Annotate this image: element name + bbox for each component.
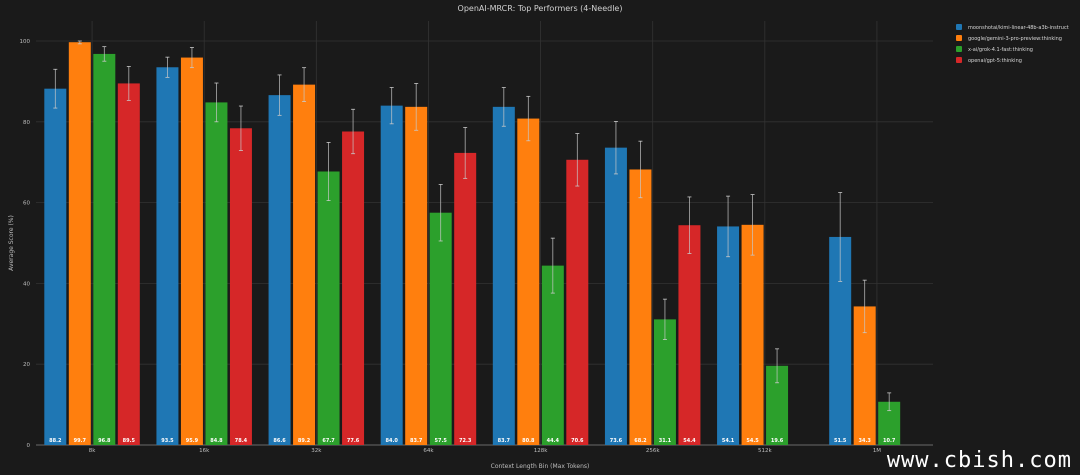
y-tick-label: 60 xyxy=(23,201,30,207)
bar-data-label: 96.8 xyxy=(98,438,111,444)
bar[interactable] xyxy=(878,401,901,445)
bar[interactable] xyxy=(405,106,428,446)
bar-data-label: 57.5 xyxy=(435,438,448,444)
bar[interactable] xyxy=(678,225,701,445)
x-tick-label: 16k xyxy=(199,448,210,454)
legend-swatch xyxy=(956,46,962,52)
bar-data-label: 89.5 xyxy=(123,438,136,444)
bar[interactable] xyxy=(454,152,477,445)
bar[interactable] xyxy=(380,105,403,445)
legend-label: x-ai/grok-4.1-fast:thinking xyxy=(968,47,1033,53)
legend-label: openai/gpt-5:thinking xyxy=(968,58,1022,64)
bar[interactable] xyxy=(44,88,67,445)
bar-data-label: 83.7 xyxy=(410,438,423,444)
legend-swatch xyxy=(956,57,962,63)
legend-item[interactable]: x-ai/grok-4.1-fast:thinking xyxy=(956,46,1033,53)
bar-data-label: 72.3 xyxy=(459,438,472,444)
bar[interactable] xyxy=(741,224,764,445)
y-tick-label: 100 xyxy=(20,39,31,45)
bar[interactable] xyxy=(766,365,789,445)
bar[interactable] xyxy=(653,319,676,445)
bar[interactable] xyxy=(429,212,452,445)
legend-swatch xyxy=(956,24,962,30)
bar[interactable] xyxy=(180,57,203,446)
bar-data-label: 86.6 xyxy=(273,438,286,444)
bar[interactable] xyxy=(93,53,116,445)
bar-data-label: 68.2 xyxy=(634,438,647,444)
legend[interactable]: moonshotai/kimi-linear-48b-a3b-instruct g… xyxy=(956,24,1069,64)
bar[interactable] xyxy=(205,102,228,446)
y-tick-label: 0 xyxy=(27,443,31,449)
bar-data-label: 54.1 xyxy=(722,438,735,444)
bar[interactable] xyxy=(117,83,140,446)
bar[interactable] xyxy=(829,236,852,445)
bar[interactable] xyxy=(268,95,291,446)
bar[interactable] xyxy=(717,226,740,445)
bar[interactable] xyxy=(517,118,540,446)
bar-data-label: 88.2 xyxy=(49,438,62,444)
bar-data-label: 95.9 xyxy=(186,438,199,444)
legend-item[interactable]: moonshotai/kimi-linear-48b-a3b-instruct xyxy=(956,24,1069,31)
bar[interactable] xyxy=(68,42,91,445)
x-tick-label: 64k xyxy=(423,448,434,454)
legend-label: google/gemini-3-pro-preview:thinking xyxy=(968,36,1062,42)
x-tick-label: 256k xyxy=(646,448,660,454)
watermark: www.cbish.com xyxy=(886,448,1072,473)
bar[interactable] xyxy=(853,306,876,445)
x-tick-label: 512k xyxy=(758,448,772,454)
legend-item[interactable]: google/gemini-3-pro-preview:thinking xyxy=(956,35,1062,42)
bar-data-label: 54.4 xyxy=(683,438,696,444)
bar[interactable] xyxy=(229,128,252,445)
bar-data-label: 10.7 xyxy=(883,438,896,444)
x-axis: 8k 16k 32k 64k 128k 256k 512k 1M xyxy=(89,448,882,454)
y-tick-label: 40 xyxy=(23,281,30,287)
legend-label: moonshotai/kimi-linear-48b-a3b-instruct xyxy=(968,25,1069,31)
x-axis-title: Context Length Bin (Max Tokens) xyxy=(491,463,590,470)
bar-data-label: 51.5 xyxy=(834,438,847,444)
bar-data-label: 93.5 xyxy=(161,438,174,444)
x-tick-label: 8k xyxy=(89,448,96,454)
bar[interactable] xyxy=(541,265,564,445)
legend-swatch xyxy=(956,35,962,41)
bar-data-label: 77.6 xyxy=(347,438,360,444)
bar[interactable] xyxy=(629,169,652,446)
bar[interactable] xyxy=(566,159,589,445)
y-axis-title: Average Score (%) xyxy=(8,215,15,271)
y-tick-label: 80 xyxy=(23,120,30,126)
bar-data-label: 31.1 xyxy=(659,438,672,444)
bar[interactable] xyxy=(293,84,316,445)
bar[interactable] xyxy=(604,147,627,445)
bar-data-label: 70.6 xyxy=(571,438,584,444)
x-tick-label: 32k xyxy=(311,448,322,454)
y-tick-label: 20 xyxy=(23,362,30,368)
bar-data-label: 34.3 xyxy=(859,438,872,444)
bar-data-label: 54.5 xyxy=(746,438,759,444)
bar[interactable] xyxy=(342,131,365,445)
bar[interactable] xyxy=(156,67,179,445)
y-axis: 0 20 40 60 80 100 xyxy=(20,39,31,449)
bar-data-label: 84.0 xyxy=(386,438,399,444)
bar-data-label: 80.8 xyxy=(522,438,535,444)
bar-data-label: 44.4 xyxy=(547,438,560,444)
bar-data-label: 73.6 xyxy=(610,438,623,444)
bar-data-label: 67.7 xyxy=(322,438,335,444)
bars: 88.2 99.7 96.8 89.5 93.5 95.9 84.8 78.4 86.6 89.2… xyxy=(44,40,901,446)
legend-item[interactable]: openai/gpt-5:thinking xyxy=(956,57,1022,64)
chart-title: OpenAI-MRCR: Top Performers (4-Needle) xyxy=(458,4,623,13)
bar[interactable] xyxy=(317,171,340,445)
x-tick-label: 1M xyxy=(873,448,881,454)
bar[interactable] xyxy=(492,106,515,446)
x-tick-label: 128k xyxy=(534,448,548,454)
bar-data-label: 78.4 xyxy=(235,438,248,444)
bar-data-label: 83.7 xyxy=(498,438,511,444)
bar-data-label: 84.8 xyxy=(210,438,223,444)
bar-data-label: 99.7 xyxy=(74,438,87,444)
bar-data-label: 89.2 xyxy=(298,438,311,444)
bar-data-label: 19.6 xyxy=(771,438,784,444)
